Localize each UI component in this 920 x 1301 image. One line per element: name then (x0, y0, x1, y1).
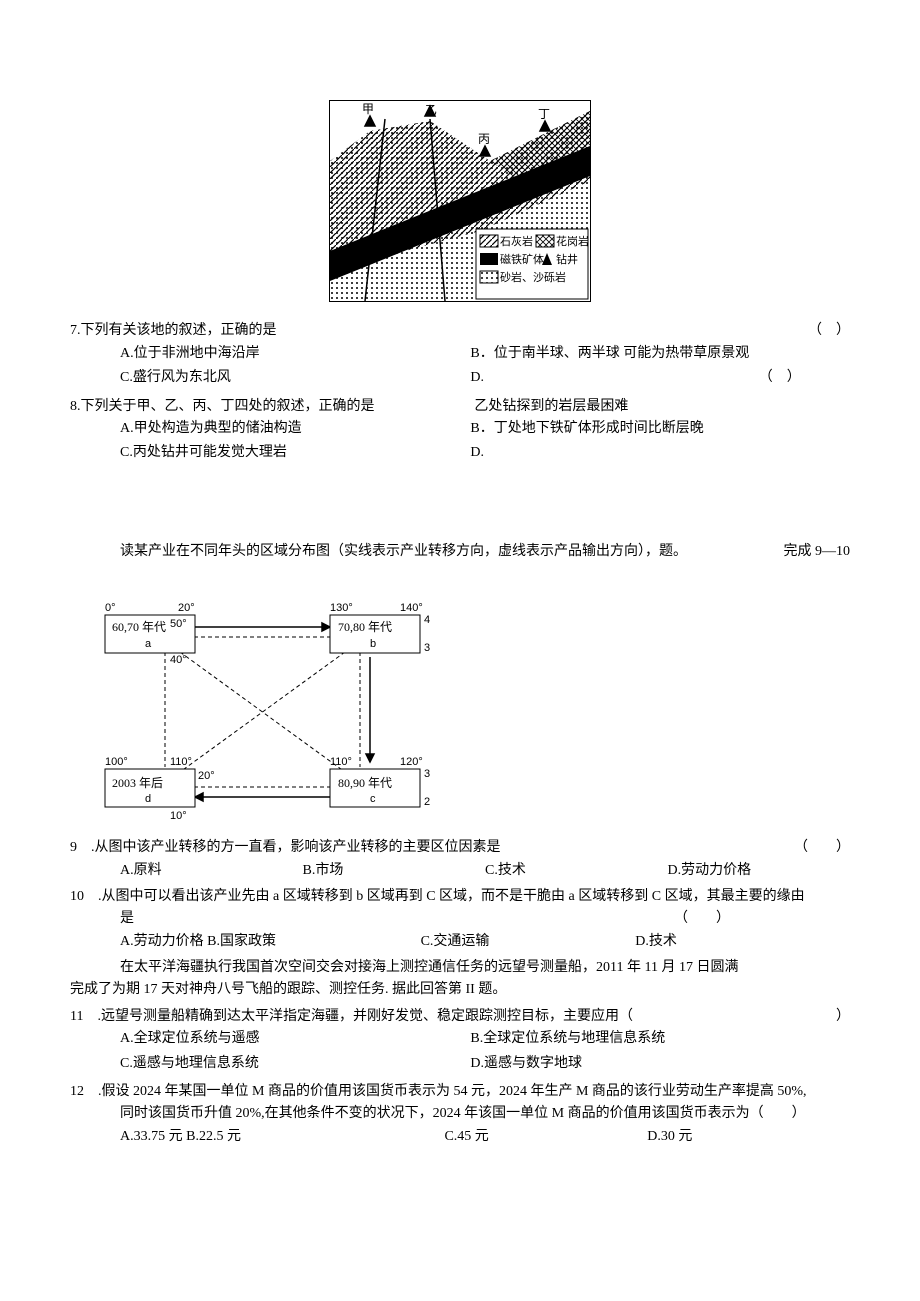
q10-opt-a: A.劳动力价格 B.国家政策 (120, 931, 421, 953)
q11-opt-c: C.遥感与地理信息系统 (120, 1053, 470, 1075)
intro-11: 在太平洋海疆执行我国首次空间交会对接海上测控通信任务的远望号测量船，2011 年… (70, 957, 850, 1002)
q11-paren: ） (836, 1006, 850, 1028)
figure-industry: 0° 20° 50° 60,70 年代 a 40° 130° 140° 70,8… (70, 597, 850, 827)
box-c: 110° 120° 80,90 年代 c 3 2 (330, 756, 430, 808)
q12-opt-a: A.33.75 元 B.22.5 元 (120, 1126, 444, 1148)
q10-stem2: 是 (120, 908, 134, 930)
q11-opt-d: D.遥感与数字地球 (470, 1053, 820, 1075)
svg-text:2: 2 (424, 796, 430, 808)
q11-options: A.全球定位系统与遥感 B.全球定位系统与地理信息系统 C.遥感与地理信息系统 … (120, 1028, 850, 1077)
q12-options: A.33.75 元 B.22.5 元 C.45 元 D.30 元 (120, 1126, 850, 1148)
svg-text:110°: 110° (170, 756, 192, 768)
figure-geology: 甲 乙 丙 丁 石灰岩 花岗岩 磁铁矿体 钻井 砂岩、沙砾岩 (70, 100, 850, 310)
label-ding: 丁 (538, 107, 550, 121)
svg-text:c: c (370, 793, 376, 805)
q8-paren: （ ） (759, 367, 801, 389)
svg-text:b: b (370, 638, 376, 650)
industry-svg: 0° 20° 50° 60,70 年代 a 40° 130° 140° 70,8… (70, 597, 450, 827)
box-b: 130° 140° 70,80 年代 b 4 3 (330, 602, 430, 654)
svg-text:3: 3 (424, 642, 430, 654)
intro-11-line2: 完成了为期 17 天对神舟八号飞船的跟踪、测控任务. 据此回答第 II 题。 (70, 979, 850, 1001)
q12-stem2: 同时该国货币升值 20%,在其他条件不变的状况下，2024 年该国一单位 M 商… (120, 1103, 850, 1125)
svg-text:4: 4 (424, 614, 430, 626)
svg-text:140°: 140° (400, 602, 423, 614)
svg-text:50°: 50° (170, 618, 187, 630)
svg-text:10°: 10° (170, 810, 187, 822)
q8-opt-a: A.甲处构造为典型的储油构造 (120, 418, 470, 440)
legend-sand: 砂岩、沙砾岩 (500, 270, 566, 284)
svg-text:20°: 20° (178, 602, 195, 614)
box-d: 100° 110° 20° 2003 年后 d 10° (105, 756, 215, 822)
q9-opt-c: C.技术 (485, 860, 668, 882)
svg-text:70,80 年代: 70,80 年代 (338, 620, 392, 634)
q9-stem: 9 .从图中该产业转移的方一直看，影响该产业转移的主要区位因素是 (70, 837, 794, 859)
q8-opt-d: D. (470, 442, 820, 464)
svg-text:80,90 年代: 80,90 年代 (338, 776, 392, 790)
q7-opt-c: C.盛行风为东北风 (120, 367, 470, 389)
svg-text:0°: 0° (105, 602, 116, 614)
svg-text:120°: 120° (400, 756, 423, 768)
q11-stem: 11 .远望号测量船精确到达太平洋指定海疆，并刚好发觉、稳定跟踪测控目标，主要应… (70, 1006, 836, 1028)
intro-9-10-right: 完成 9—10 (784, 541, 851, 563)
q8-stem: 8.下列关于甲、乙、丙、丁四处的叙述，正确的是 (70, 396, 444, 418)
q10-opt-d: D.技术 (635, 931, 850, 953)
q10-stem1: 10 .从图中可以看出该产业先由 a 区域转移到 b 区域再到 C 区域，而不是… (70, 886, 850, 908)
q7-paren: （ ） (808, 320, 850, 342)
q7-options: A.位于非洲地中海沿岸 B．位于南半球、两半球 可能为热带草原景观 C.盛行风为… (120, 343, 850, 392)
label-yi: 乙 (425, 103, 437, 117)
q7-stem: 7.下列有关该地的叙述，正确的是 (70, 320, 808, 342)
intro-9-10-text: 读某产业在不同年头的区域分布图（实线表示产业转移方向，虚线表示产品输出方向），题… (120, 541, 764, 563)
q7-opt-b: B．位于南半球、两半球 可能为热带草原景观 (470, 343, 820, 365)
q12-opt-d: D.30 元 (647, 1126, 850, 1148)
legend-drill: 钻井 (556, 252, 578, 266)
legend-granite: 花岗岩 (556, 234, 589, 248)
q11-opt-b: B.全球定位系统与地理信息系统 (470, 1028, 820, 1050)
legend-limestone: 石灰岩 (500, 234, 533, 248)
label-jia: 甲 (362, 102, 374, 116)
box-a: 0° 20° 50° 60,70 年代 a 40° (105, 602, 195, 666)
figure-geology-box: 甲 乙 丙 丁 石灰岩 花岗岩 磁铁矿体 钻井 砂岩、沙砾岩 (329, 100, 591, 302)
q9-options: A.原料 B.市场 C.技术 D.劳动力价格 (120, 860, 850, 882)
q9-opt-d: D.劳动力价格 (668, 860, 851, 882)
svg-text:3: 3 (424, 768, 430, 780)
svg-text:130°: 130° (330, 602, 353, 614)
q7-opt-d: D. (470, 367, 758, 389)
svg-text:a: a (145, 638, 152, 650)
legend-ore: 磁铁矿体 (500, 252, 544, 266)
svg-text:d: d (145, 793, 151, 805)
q8-b-pre: 乙处钻探到的岩层最困难 (474, 396, 628, 418)
svg-text:110°: 110° (330, 756, 352, 768)
intro-11-line1: 在太平洋海疆执行我国首次空间交会对接海上测控通信任务的远望号测量船，2011 年… (120, 957, 850, 979)
svg-text:20°: 20° (198, 770, 215, 782)
q7-opt-a: A.位于非洲地中海沿岸 (120, 343, 470, 365)
q11-opt-a: A.全球定位系统与遥感 (120, 1028, 470, 1050)
label-bing: 丙 (478, 132, 490, 146)
q10-opt-c: C.交通运输 (421, 931, 636, 953)
svg-text:40°: 40° (170, 654, 187, 666)
intro-9-10: 读某产业在不同年头的区域分布图（实线表示产业转移方向，虚线表示产品输出方向），题… (70, 541, 850, 563)
q10-options: A.劳动力价格 B.国家政策 C.交通运输 D.技术 (120, 931, 850, 953)
q8-options: A.甲处构造为典型的储油构造 B．丁处地下铁矿体形成时间比断层晚 C.丙处钻井可… (120, 418, 850, 467)
q8-opt-c: C.丙处钻井可能发觉大理岩 (120, 442, 470, 464)
q10-paren: （ ） (674, 908, 730, 930)
svg-text:2003 年后: 2003 年后 (112, 776, 163, 790)
q12-stem1: 12 .假设 2024 年某国一单位 M 商品的价值用该国货币表示为 54 元，… (70, 1081, 850, 1103)
q9-opt-a: A.原料 (120, 860, 303, 882)
q9-opt-b: B.市场 (303, 860, 486, 882)
geology-svg: 甲 乙 丙 丁 石灰岩 花岗岩 磁铁矿体 钻井 砂岩、沙砾岩 (330, 101, 590, 301)
q9-paren: （ ） (794, 837, 850, 859)
q8-opt-b: B．丁处地下铁矿体形成时间比断层晚 (470, 418, 820, 440)
q12-opt-c: C.45 元 (444, 1126, 647, 1148)
svg-text:100°: 100° (105, 756, 128, 768)
svg-text:60,70 年代: 60,70 年代 (112, 620, 166, 634)
